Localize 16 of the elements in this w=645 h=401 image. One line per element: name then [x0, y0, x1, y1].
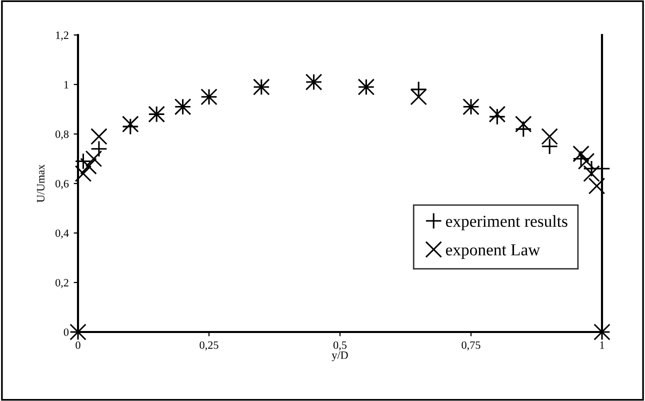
- y-tick-label: 0,8: [56, 130, 69, 140]
- y-tick-label: 0,2: [56, 278, 68, 288]
- y-tick-label: 0: [64, 328, 69, 336]
- y-tick-label: 1,2: [56, 31, 68, 41]
- x-tick-label: 0: [76, 341, 80, 349]
- x-tick-label: 0,5: [333, 341, 347, 350]
- x-tick-label: 1: [600, 341, 604, 349]
- y-tick-label: 1: [64, 81, 68, 88]
- y-tick-label: 0,6: [56, 180, 69, 190]
- y-tick-label: 0,4: [56, 229, 69, 239]
- y-axis-title: U/Umax: [37, 164, 44, 202]
- legend-label: exponent Law: [446, 244, 540, 259]
- x-axis-title: y/D: [332, 351, 348, 362]
- x-tick-label: 0,75: [462, 341, 480, 350]
- x-tick-label: 0,25: [200, 341, 218, 350]
- legend-label: experiment results: [446, 215, 568, 230]
